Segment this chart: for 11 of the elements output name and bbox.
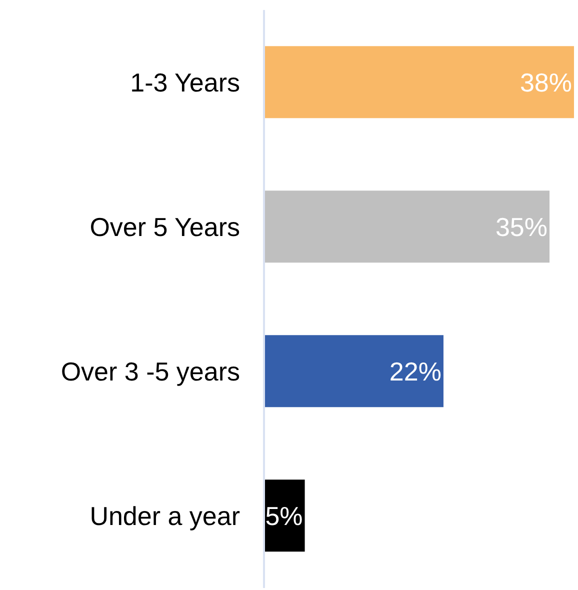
y-tick-label: 1-3 Years	[130, 67, 240, 98]
bar	[264, 335, 444, 408]
data-label: 22%	[389, 356, 442, 386]
y-tick-label: Over 5 Years	[90, 212, 240, 242]
y-tick-label: Over 3 -5 years	[60, 356, 240, 386]
y-tick-label: Under a year	[90, 500, 240, 531]
data-label: 35%	[495, 212, 548, 242]
data-label: 38%	[520, 67, 572, 98]
bar	[264, 190, 550, 263]
data-label: 5%	[265, 500, 303, 531]
bar	[264, 46, 574, 118]
